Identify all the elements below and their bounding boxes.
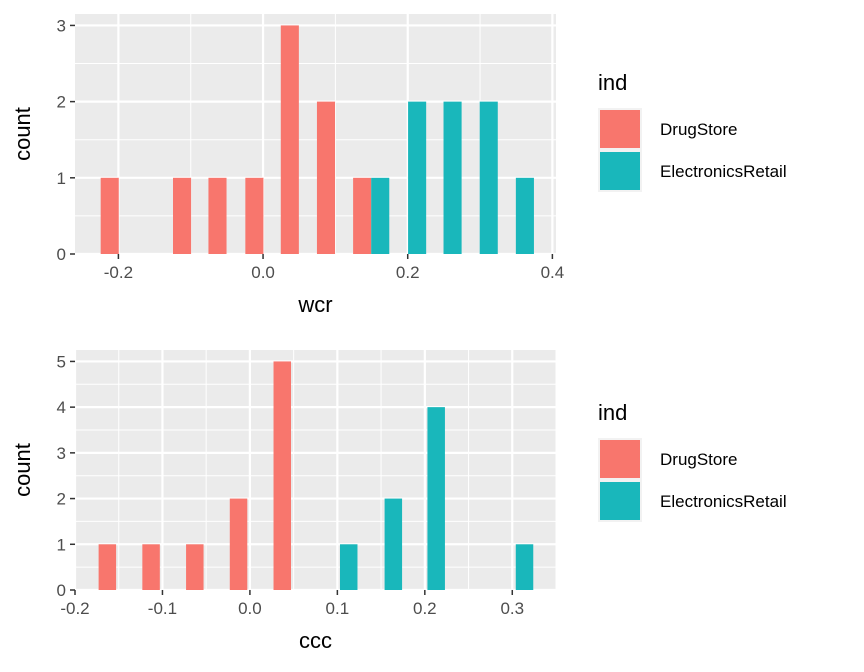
y-tick-label: 0: [57, 245, 66, 264]
legend: ind DrugStore ElectronicsRetail: [598, 400, 787, 522]
x-tick-label: -0.2: [104, 263, 133, 282]
x-axis-title: ccc: [299, 628, 332, 653]
y-axis-title: count: [10, 443, 35, 497]
y-tick-label: 3: [57, 16, 66, 35]
legend-label-DrugStore: DrugStore: [660, 120, 737, 139]
bar-DrugStore-2: [208, 177, 227, 254]
bar-ElectronicsRetail-0: [371, 177, 390, 254]
x-axis-title: wcr: [297, 292, 332, 317]
y-tick-label: 2: [57, 490, 66, 509]
bar-DrugStore-0: [100, 177, 119, 254]
bar-DrugStore-3: [245, 177, 264, 254]
x-tick-label: 0.0: [238, 599, 262, 618]
bar-ElectronicsRetail-1: [384, 498, 403, 590]
bar-DrugStore-3: [229, 498, 248, 590]
legend-label-ElectronicsRetail: ElectronicsRetail: [660, 162, 787, 181]
bar-DrugStore-6: [353, 177, 372, 254]
bar-DrugStore-4: [273, 361, 292, 590]
legend-key-ElectronicsRetail: [600, 152, 640, 190]
legend-label-DrugStore: DrugStore: [660, 450, 737, 469]
x-tick-label: 0.3: [500, 599, 524, 618]
legend-key-ElectronicsRetail: [600, 482, 640, 520]
y-tick-label: 5: [57, 352, 66, 371]
bar-DrugStore-4: [280, 25, 299, 254]
y-tick-label: 1: [57, 169, 66, 188]
legend-key-DrugStore: [600, 440, 640, 478]
y-tick-label: 0: [57, 581, 66, 600]
x-tick-label: 0.4: [541, 263, 565, 282]
y-axis-title: count: [10, 107, 35, 161]
y-tick-label: 2: [57, 93, 66, 112]
legend-title: ind: [598, 400, 627, 425]
x-tick-label: 0.2: [396, 263, 420, 282]
x-tick-label: 0.1: [326, 599, 350, 618]
x-tick-label: -0.1: [148, 599, 177, 618]
bar-ElectronicsRetail-4: [515, 177, 534, 254]
bar-ElectronicsRetail-0: [339, 544, 358, 590]
ccc-histogram: -0.2 -0.1 0.0 0.1 0.2 0.3 0 1 2 3 4 5 ccc count ind Dru…: [10, 350, 787, 653]
y-tick-label: 1: [57, 535, 66, 554]
x-tick-label: 0.2: [413, 599, 437, 618]
bar-ElectronicsRetail-2: [427, 407, 445, 590]
bar-ElectronicsRetail-1: [408, 101, 427, 254]
bar-DrugStore-2: [186, 544, 204, 590]
bar-DrugStore-0: [98, 544, 117, 590]
panel-background: [75, 14, 556, 254]
legend: ind DrugStore ElectronicsRetail: [598, 70, 787, 192]
wcr-histogram: -0.2 0.0 0.2 0.4 0 1 2 3 wcr count ind DrugStore Ele…: [10, 14, 787, 317]
bar-ElectronicsRetail-3: [479, 101, 498, 254]
x-tick-label: -0.2: [60, 599, 89, 618]
bar-DrugStore-1: [173, 177, 192, 254]
y-tick-label: 3: [57, 444, 66, 463]
legend-label-ElectronicsRetail: ElectronicsRetail: [660, 492, 787, 511]
bar-DrugStore-1: [142, 544, 160, 590]
legend-title: ind: [598, 70, 627, 95]
bar-ElectronicsRetail-2: [443, 101, 462, 254]
bar-DrugStore-5: [316, 101, 336, 254]
x-tick-label: 0.0: [251, 263, 275, 282]
legend-key-DrugStore: [600, 110, 640, 148]
y-tick-label: 4: [57, 398, 66, 417]
bar-ElectronicsRetail-3: [515, 544, 534, 590]
